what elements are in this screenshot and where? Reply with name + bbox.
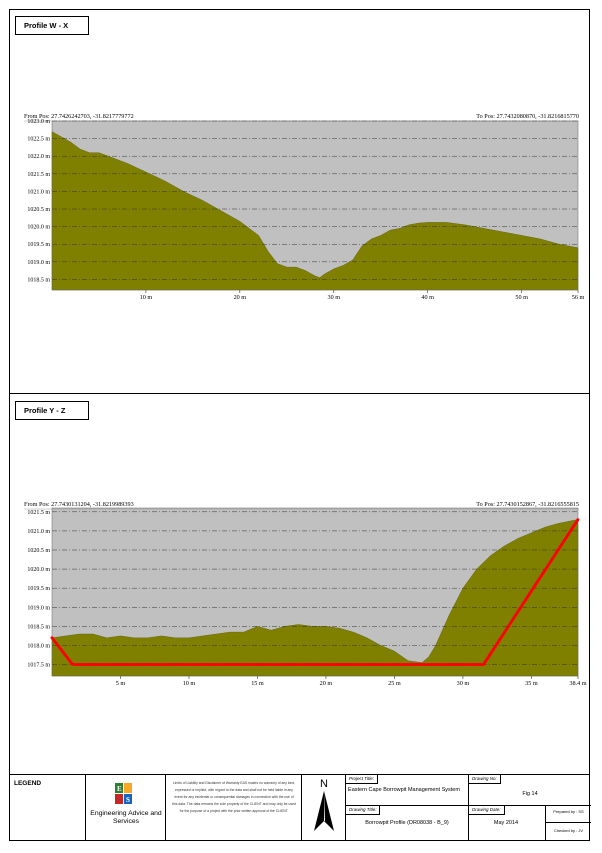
company-cell: E S Engineering Advice and Services [85,775,165,841]
drawing-no-label: Drawing No: [469,775,501,784]
y-tick-label: 1020.5 m [27,548,50,554]
x-tick-label: 5 m [116,680,126,687]
x-tick-label: 40 m [421,294,434,301]
title-block: LEGEND E S Engineering Advice and Servic… [9,775,591,841]
design-profile-line [50,517,580,667]
y-tick-label: 1019.0 m [27,605,50,611]
terrain-area [51,131,579,291]
svg-text:S: S [126,796,130,804]
profile-panel-1: Profile W - X From Pos: 27.7426242703, -… [9,9,590,394]
x-tick-label: 10 m [140,294,153,301]
drawing-date-label: Drawing Date: [469,806,505,815]
y-tick-label: 1020.0 m [27,567,50,573]
page-frame [9,9,590,841]
disclaimer-cell: Limits of Liability and Disclaimer of Wa… [165,775,301,841]
plot-border [51,120,579,291]
y-tick-label: 1018.5 m [27,624,50,630]
y-tick-label: 1019.5 m [27,586,50,592]
north-arrow-cell: N [301,775,345,841]
x-tick-label: 25 m [388,680,401,687]
x-tick-label: 20 m [234,294,247,301]
profile-title: Profile Y - Z [15,401,89,420]
from-position: From Pos: 27.7426242703, -31.8217779772 [24,113,134,120]
x-tick-label: 10 m [183,680,196,687]
y-tick-label: 1023.0 m [27,119,50,125]
y-tick-label: 1020.5 m [27,207,50,213]
profile-title: Profile W - X [15,16,89,35]
company-logo: E S [115,783,132,804]
checked-by: Checked by : JV [553,828,584,833]
profile-chart-2: From Pos: 27.7430131204, -31.8219989393 T… [24,501,587,687]
terrain-area [51,519,579,677]
disclaimer-text: Limits of Liability and Disclaimer of Wa… [172,781,296,813]
x-tick-label: 30 m [328,294,341,301]
drawing-date: May 2014 [493,820,519,826]
north-label: N [320,778,328,790]
x-tick-label: 30 m [457,680,470,687]
y-tick-label: 1021.5 m [27,510,50,516]
to-position: To Pos: 27.7432080870, -31.8216815770 [476,113,579,120]
drawing-no: Fig 14 [522,791,538,797]
x-tick-label: 35 m [525,680,538,687]
y-tick-label: 1021.0 m [27,189,50,195]
drawing-info-cell: Project Title: Eastern Cape Borrowpit Ma… [345,775,591,841]
x-tick-label: 50 m [515,294,528,301]
y-tick-label: 1021.0 m [27,529,50,535]
svg-text:E: E [117,785,122,793]
north-arrow-icon [314,791,334,831]
drawing-title: Borrowpit Profile (DR08038 - B_9) [365,820,449,826]
x-tick-label: 20 m [320,680,333,687]
from-position: From Pos: 27.7430131204, -31.8219989393 [24,501,134,508]
y-tick-label: 1022.5 m [27,137,50,143]
profile-panel-2: Profile Y - Z From Pos: 27.7430131204, -… [9,394,590,775]
profile-chart-1: From Pos: 27.7426242703, -31.8217779772 T… [24,113,585,301]
prepared-by: Prepared by : SS [553,809,584,814]
y-tick-label: 1019.0 m [27,260,50,266]
x-tick-label: 56 m [572,294,585,301]
y-tick-label: 1021.5 m [27,172,50,178]
project-title-label: Project Title: [346,775,378,784]
plot-border [51,507,579,677]
drawing-title-label: Drawing Title: [346,806,381,815]
x-tick-label: 15 m [251,680,264,687]
legend-label: LEGEND [14,780,42,787]
project-title: Eastern Cape Borrowpit Management System [348,787,460,793]
y-tick-label: 1018.0 m [27,643,50,649]
y-tick-label: 1017.5 m [27,663,50,669]
y-tick-label: 1022.0 m [27,154,50,160]
y-tick-label: 1020.0 m [27,225,50,231]
company-name: Engineering Advice and Services [90,810,162,825]
x-tick-label: 38.4 m [569,680,586,687]
to-position: To Pos: 27.7430152867, -31.8216555815 [476,501,579,508]
y-tick-label: 1018.5 m [27,277,50,283]
y-tick-label: 1019.5 m [27,242,50,248]
